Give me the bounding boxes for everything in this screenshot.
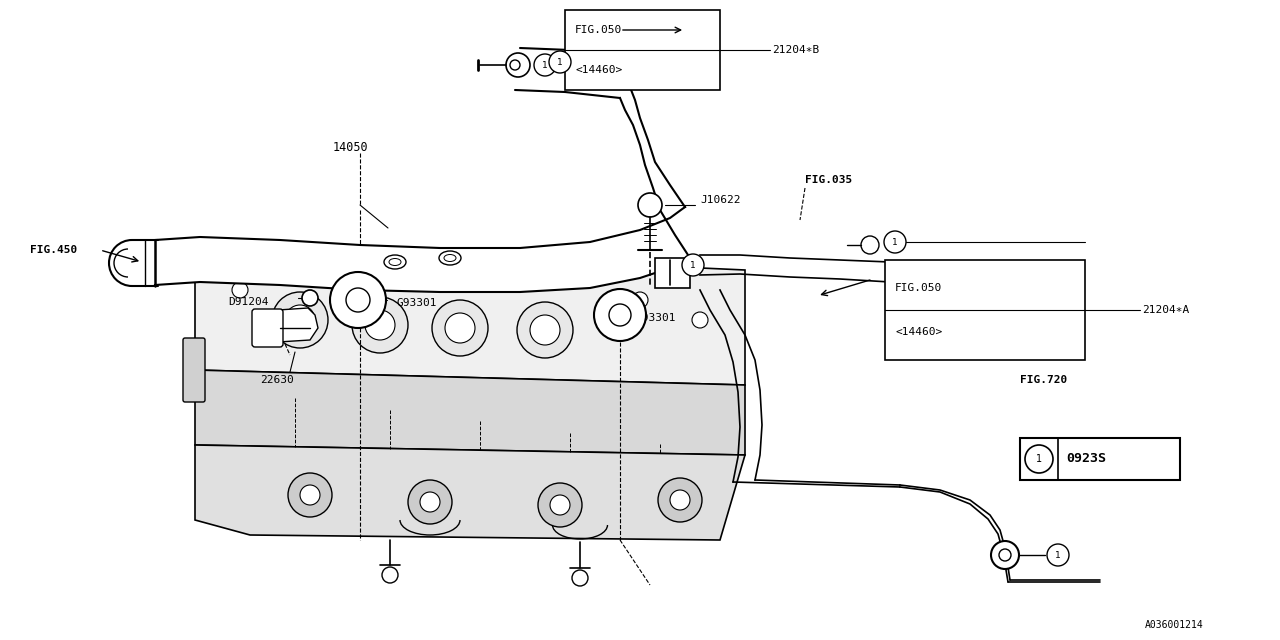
Circle shape bbox=[285, 305, 315, 335]
Circle shape bbox=[572, 570, 588, 586]
Circle shape bbox=[692, 312, 708, 328]
Polygon shape bbox=[195, 445, 745, 540]
Text: <14460>: <14460> bbox=[575, 65, 622, 75]
Text: 1: 1 bbox=[690, 260, 696, 269]
Text: FIG.050: FIG.050 bbox=[575, 25, 622, 35]
Circle shape bbox=[232, 282, 248, 298]
Text: 22630: 22630 bbox=[260, 375, 293, 385]
Text: 1: 1 bbox=[557, 58, 563, 67]
Text: D91204: D91204 bbox=[228, 297, 269, 307]
Circle shape bbox=[420, 492, 440, 512]
Text: 1: 1 bbox=[892, 237, 897, 246]
Ellipse shape bbox=[389, 259, 401, 266]
Bar bbox=[884, 260, 1085, 360]
Circle shape bbox=[550, 495, 570, 515]
Bar bbox=[655, 258, 690, 288]
Circle shape bbox=[381, 567, 398, 583]
Text: FIG.450: FIG.450 bbox=[29, 245, 77, 255]
Circle shape bbox=[346, 288, 370, 312]
Text: FIG.050: FIG.050 bbox=[895, 283, 942, 293]
Text: G93301: G93301 bbox=[635, 313, 676, 323]
Circle shape bbox=[1047, 544, 1069, 566]
Text: A036001214: A036001214 bbox=[1146, 620, 1203, 630]
Text: 0923S: 0923S bbox=[1066, 452, 1106, 465]
FancyBboxPatch shape bbox=[183, 338, 205, 402]
Circle shape bbox=[658, 478, 701, 522]
Text: FIG.035: FIG.035 bbox=[805, 175, 852, 185]
Ellipse shape bbox=[444, 255, 456, 262]
Circle shape bbox=[538, 483, 582, 527]
Circle shape bbox=[433, 300, 488, 356]
Circle shape bbox=[861, 236, 879, 254]
Polygon shape bbox=[278, 308, 317, 342]
Text: G93301: G93301 bbox=[396, 298, 436, 308]
Text: 1: 1 bbox=[1036, 454, 1042, 464]
Polygon shape bbox=[155, 207, 690, 292]
Circle shape bbox=[330, 272, 387, 328]
Text: 1: 1 bbox=[1055, 550, 1061, 559]
Circle shape bbox=[594, 289, 646, 341]
Circle shape bbox=[302, 290, 317, 306]
Circle shape bbox=[300, 485, 320, 505]
Text: <14460>: <14460> bbox=[895, 327, 942, 337]
Text: 14050: 14050 bbox=[333, 141, 369, 154]
Polygon shape bbox=[195, 370, 745, 455]
Text: FRONT: FRONT bbox=[193, 242, 223, 252]
Circle shape bbox=[1025, 445, 1053, 473]
Circle shape bbox=[408, 480, 452, 524]
Circle shape bbox=[549, 51, 571, 73]
Polygon shape bbox=[195, 245, 745, 385]
Bar bbox=[1020, 438, 1180, 480]
Text: 1: 1 bbox=[543, 61, 548, 70]
Circle shape bbox=[288, 473, 332, 517]
Ellipse shape bbox=[384, 255, 406, 269]
Circle shape bbox=[991, 541, 1019, 569]
Circle shape bbox=[509, 60, 520, 70]
Bar bbox=[564, 10, 721, 90]
Circle shape bbox=[365, 310, 396, 340]
Circle shape bbox=[632, 292, 648, 308]
Circle shape bbox=[682, 254, 704, 276]
Circle shape bbox=[609, 304, 631, 326]
Circle shape bbox=[530, 315, 561, 345]
Text: FIG.720: FIG.720 bbox=[1020, 375, 1068, 385]
Ellipse shape bbox=[439, 251, 461, 265]
Text: J10622: J10622 bbox=[700, 195, 741, 205]
Circle shape bbox=[517, 302, 573, 358]
Circle shape bbox=[884, 231, 906, 253]
Circle shape bbox=[445, 313, 475, 343]
Circle shape bbox=[534, 54, 556, 76]
Circle shape bbox=[273, 292, 328, 348]
Circle shape bbox=[637, 193, 662, 217]
Circle shape bbox=[669, 490, 690, 510]
FancyBboxPatch shape bbox=[252, 309, 283, 347]
Circle shape bbox=[998, 549, 1011, 561]
Text: 21204∗B: 21204∗B bbox=[772, 45, 819, 55]
Text: 21204∗A: 21204∗A bbox=[1142, 305, 1189, 315]
Circle shape bbox=[506, 53, 530, 77]
Circle shape bbox=[352, 297, 408, 353]
